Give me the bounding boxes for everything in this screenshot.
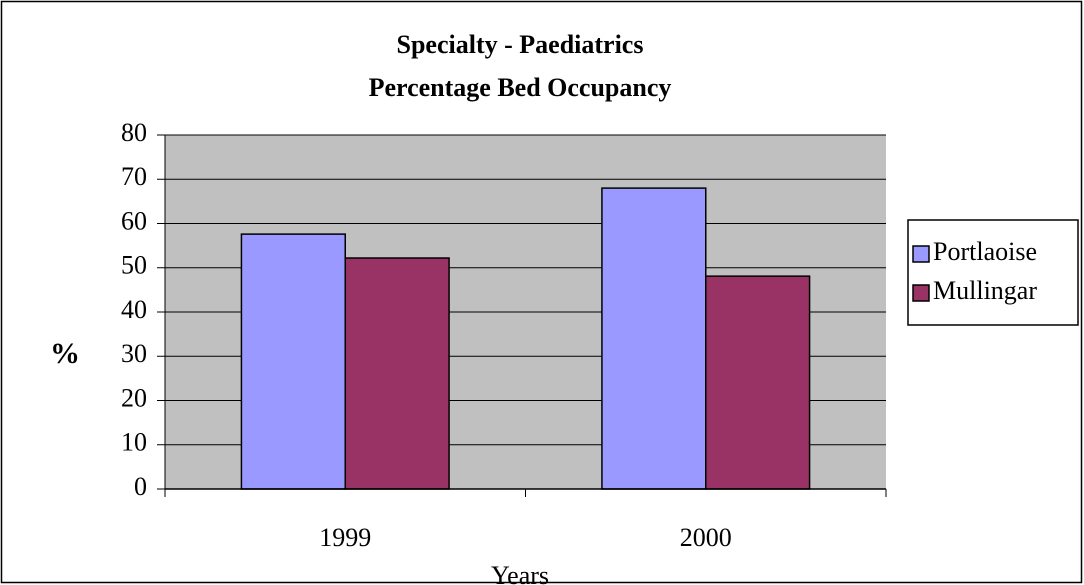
x-axis-label: Years xyxy=(491,561,549,585)
bar xyxy=(601,187,707,490)
chart-subtitle: Percentage Bed Occupancy xyxy=(369,73,672,102)
legend-swatch xyxy=(912,245,930,263)
bar xyxy=(705,275,811,490)
chart-title: Specialty - Paediatrics xyxy=(397,30,644,59)
legend-swatch xyxy=(912,284,930,302)
legend-box xyxy=(907,219,1079,326)
y-tick-label: 60 xyxy=(121,206,147,235)
legend-label: Portlaoise xyxy=(933,237,1037,266)
y-axis-label: % xyxy=(50,337,80,370)
bar xyxy=(344,257,450,490)
y-tick-label: 20 xyxy=(121,383,147,412)
x-tick-label: 1999 xyxy=(319,523,371,552)
bar xyxy=(240,233,346,490)
y-tick-label: 70 xyxy=(121,162,147,191)
y-tick-label: 0 xyxy=(134,472,147,501)
x-tick-label: 2000 xyxy=(680,523,732,552)
legend-label: Mullingar xyxy=(933,276,1037,305)
y-tick-label: 50 xyxy=(121,251,147,280)
y-tick-label: 80 xyxy=(121,118,147,147)
y-tick-label: 30 xyxy=(121,339,147,368)
y-tick-label: 40 xyxy=(121,295,147,324)
y-tick-label: 10 xyxy=(121,428,147,457)
